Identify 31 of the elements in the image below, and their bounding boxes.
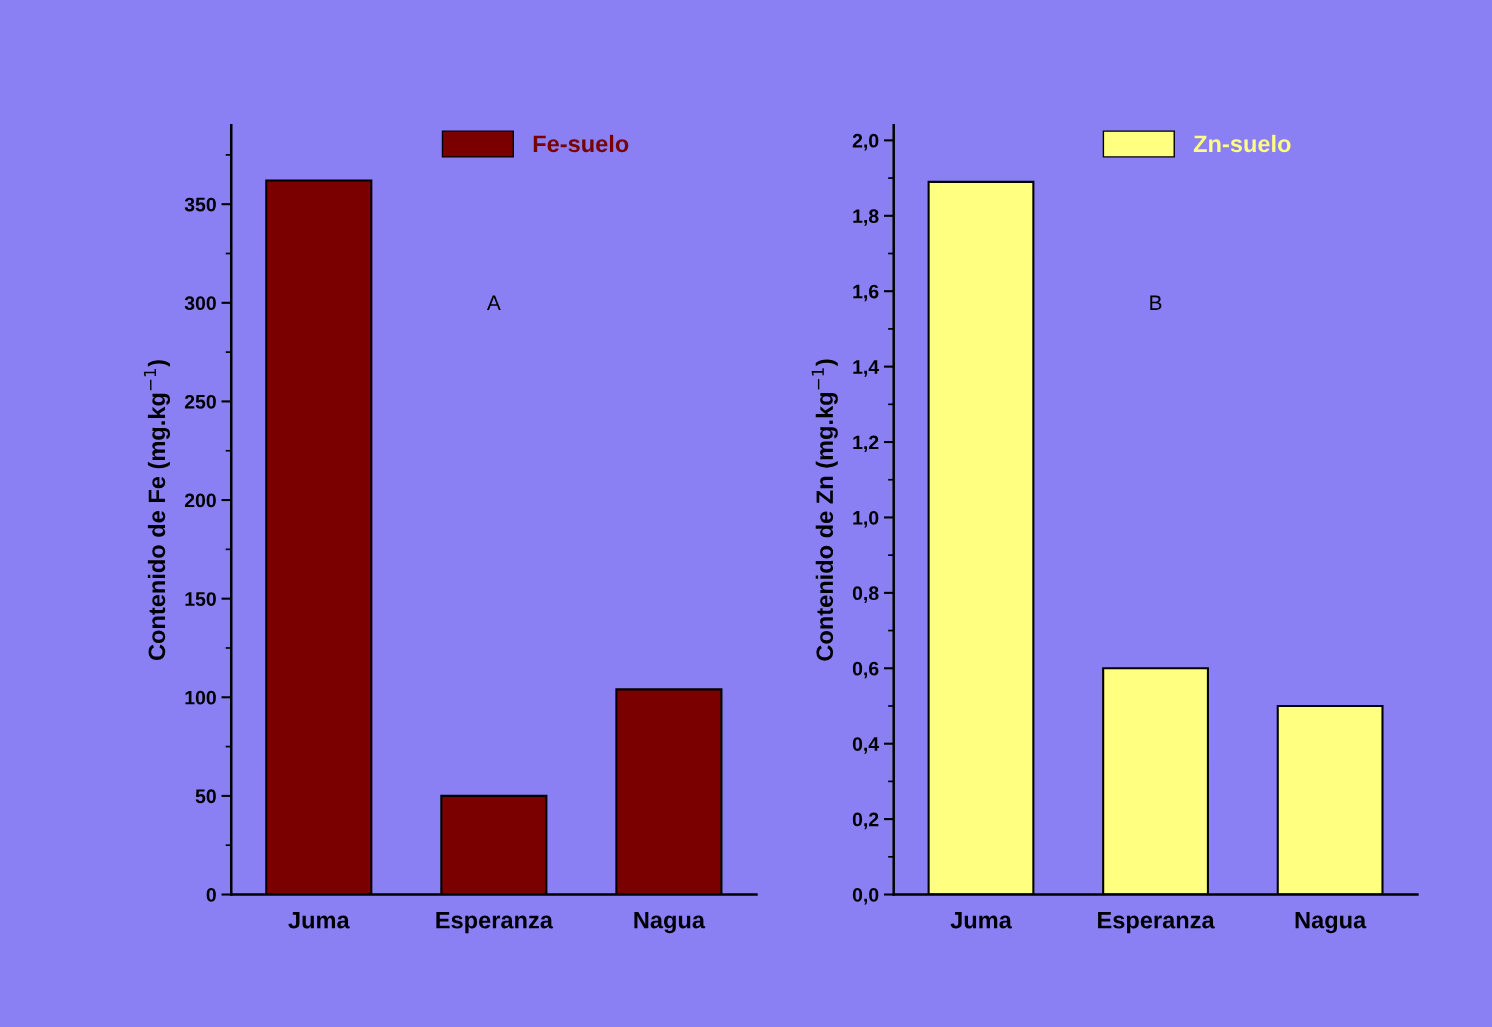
y-tick-label: 1,8 (853, 209, 879, 226)
y-tick-label: 1,0 (853, 510, 879, 528)
x-tick-label: Nagua (634, 911, 706, 934)
y-tick-label: 0,6 (852, 661, 879, 679)
y-tick-label: 350 (184, 197, 216, 212)
y-tick-label: 200 (184, 493, 216, 508)
x-tick-label: Juma (288, 912, 350, 929)
y-tick-label: 1,6 (853, 284, 879, 302)
y-tick-label: 0,2 (852, 812, 879, 830)
legend-label: Fe-suelo (533, 134, 629, 153)
y-tick-label: 150 (185, 592, 216, 606)
y-axis-title: Contenido de Fe (mg.kg$^{−1}$) (143, 360, 170, 661)
y-tick-label: 100 (185, 690, 216, 705)
y-axis-title: Contenido de Zn (mg.kg$^{−1}$) (811, 359, 838, 661)
x-tick-label: Esperanza (1098, 912, 1215, 934)
y-tick-label: 2,0 (852, 133, 879, 151)
x-tick-label: Nagua (1295, 911, 1367, 934)
y-tick-label: 50 (195, 789, 216, 804)
annotation: B (1150, 295, 1162, 310)
y-tick-label: 0,0 (852, 887, 879, 905)
y-tick-label: 1,4 (853, 360, 880, 377)
y-tick-label: 300 (184, 296, 216, 311)
y-tick-label: 0,8 (852, 586, 879, 603)
y-tick-label: 1,2 (853, 435, 879, 453)
legend-label: Zn-suelo (1193, 134, 1291, 153)
x-tick-label: Juma (950, 912, 1012, 929)
y-tick-label: 0 (206, 887, 216, 902)
x-tick-label: Esperanza (436, 912, 554, 934)
y-tick-label: 250 (184, 394, 216, 409)
y-tick-label: 0,4 (852, 737, 880, 754)
annotation: A (486, 295, 501, 310)
